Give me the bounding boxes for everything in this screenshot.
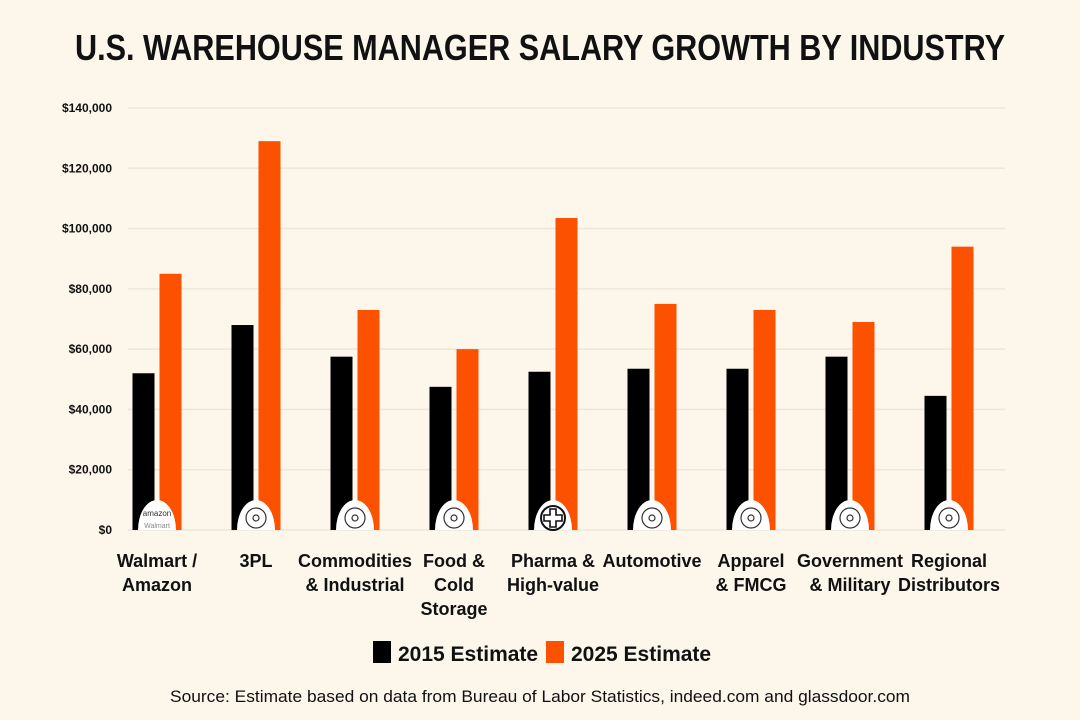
bar-2015-estimate <box>528 371 551 530</box>
x-tick-label: Pharma & High-value <box>507 551 599 595</box>
legend-label: 2025 Estimate <box>571 643 711 666</box>
x-tick-label: Food & Cold Storage <box>420 551 487 619</box>
bar-2015-estimate <box>726 368 749 530</box>
bar-2025-estimate <box>159 273 182 530</box>
bar-2025-estimate <box>951 246 974 530</box>
x-tick-label: Automotive <box>603 551 702 571</box>
bars <box>132 141 974 530</box>
bar-2025-estimate <box>654 303 677 530</box>
x-tick-label: Commodities & Industrial <box>298 551 412 595</box>
x-tick-label: Walmart / Amazon <box>117 551 197 595</box>
amazon-walmart-logo: amazon Walmart <box>138 500 176 530</box>
bar-2025-estimate <box>753 309 776 530</box>
y-tick-label: $140,000 <box>62 101 112 115</box>
globe-icon <box>930 500 968 530</box>
y-tick-label: $40,000 <box>69 402 113 416</box>
bar-2015-estimate <box>429 386 452 530</box>
government-building-icon <box>831 500 869 530</box>
bar-2025-estimate <box>258 141 281 530</box>
bar-2015-estimate <box>924 395 947 530</box>
chart-title: U.S. WAREHOUSE MANAGER SALARY GROWTH BY … <box>75 27 1005 68</box>
bar-2015-estimate <box>330 356 353 530</box>
y-tick-label: $60,000 <box>69 342 113 356</box>
legend-item: 2015 Estimate <box>373 641 538 666</box>
bar-2025-estimate <box>456 349 479 530</box>
legend-item: 2025 Estimate <box>546 641 711 666</box>
y-tick-label: $100,000 <box>62 222 112 236</box>
commodities-icon <box>336 500 374 530</box>
y-tick-label: $0 <box>99 523 113 537</box>
y-tick-label: $20,000 <box>69 463 113 477</box>
x-tick-label: 3PL <box>239 551 272 571</box>
legend-label: 2015 Estimate <box>398 643 538 666</box>
medical-cross-icon <box>534 500 572 531</box>
apparel-shirt-icon <box>732 500 770 530</box>
legend: 2015 Estimate 2025 Estimate <box>373 641 711 666</box>
x-tick-label: Regional Distributors <box>898 551 1000 595</box>
source-note: Source: Estimate based on data from Bure… <box>170 687 910 706</box>
bar-2025-estimate <box>555 218 578 530</box>
legend-swatch <box>373 641 391 663</box>
bar-2015-estimate <box>231 325 254 530</box>
3pl-logistics-icon <box>237 500 275 530</box>
bar-2025-estimate <box>852 322 875 530</box>
automotive-gear-icon <box>633 500 671 530</box>
svg-text:Walmart: Walmart <box>144 523 170 530</box>
y-tick-label: $80,000 <box>69 282 113 296</box>
category-icons: amazon Walmart <box>138 500 968 531</box>
cold-storage-icon <box>435 500 473 530</box>
x-tick-label: Apparel & FMCG <box>716 551 787 595</box>
bar-2015-estimate <box>627 368 650 530</box>
x-axis-labels: Walmart / Amazon 3PL Commodities & Industria… <box>117 551 1000 619</box>
bar-2015-estimate <box>132 373 155 530</box>
bar-2015-estimate <box>825 356 848 530</box>
y-tick-label: $120,000 <box>62 161 112 175</box>
y-axis-ticks: $0 $20,000 $40,000 $60,000 $80,000 $100,000 $1… <box>62 101 112 537</box>
legend-swatch <box>546 641 564 663</box>
bar-2025-estimate <box>357 309 380 530</box>
svg-text:amazon: amazon <box>143 509 171 518</box>
x-tick-label: Government & Military <box>797 551 903 595</box>
